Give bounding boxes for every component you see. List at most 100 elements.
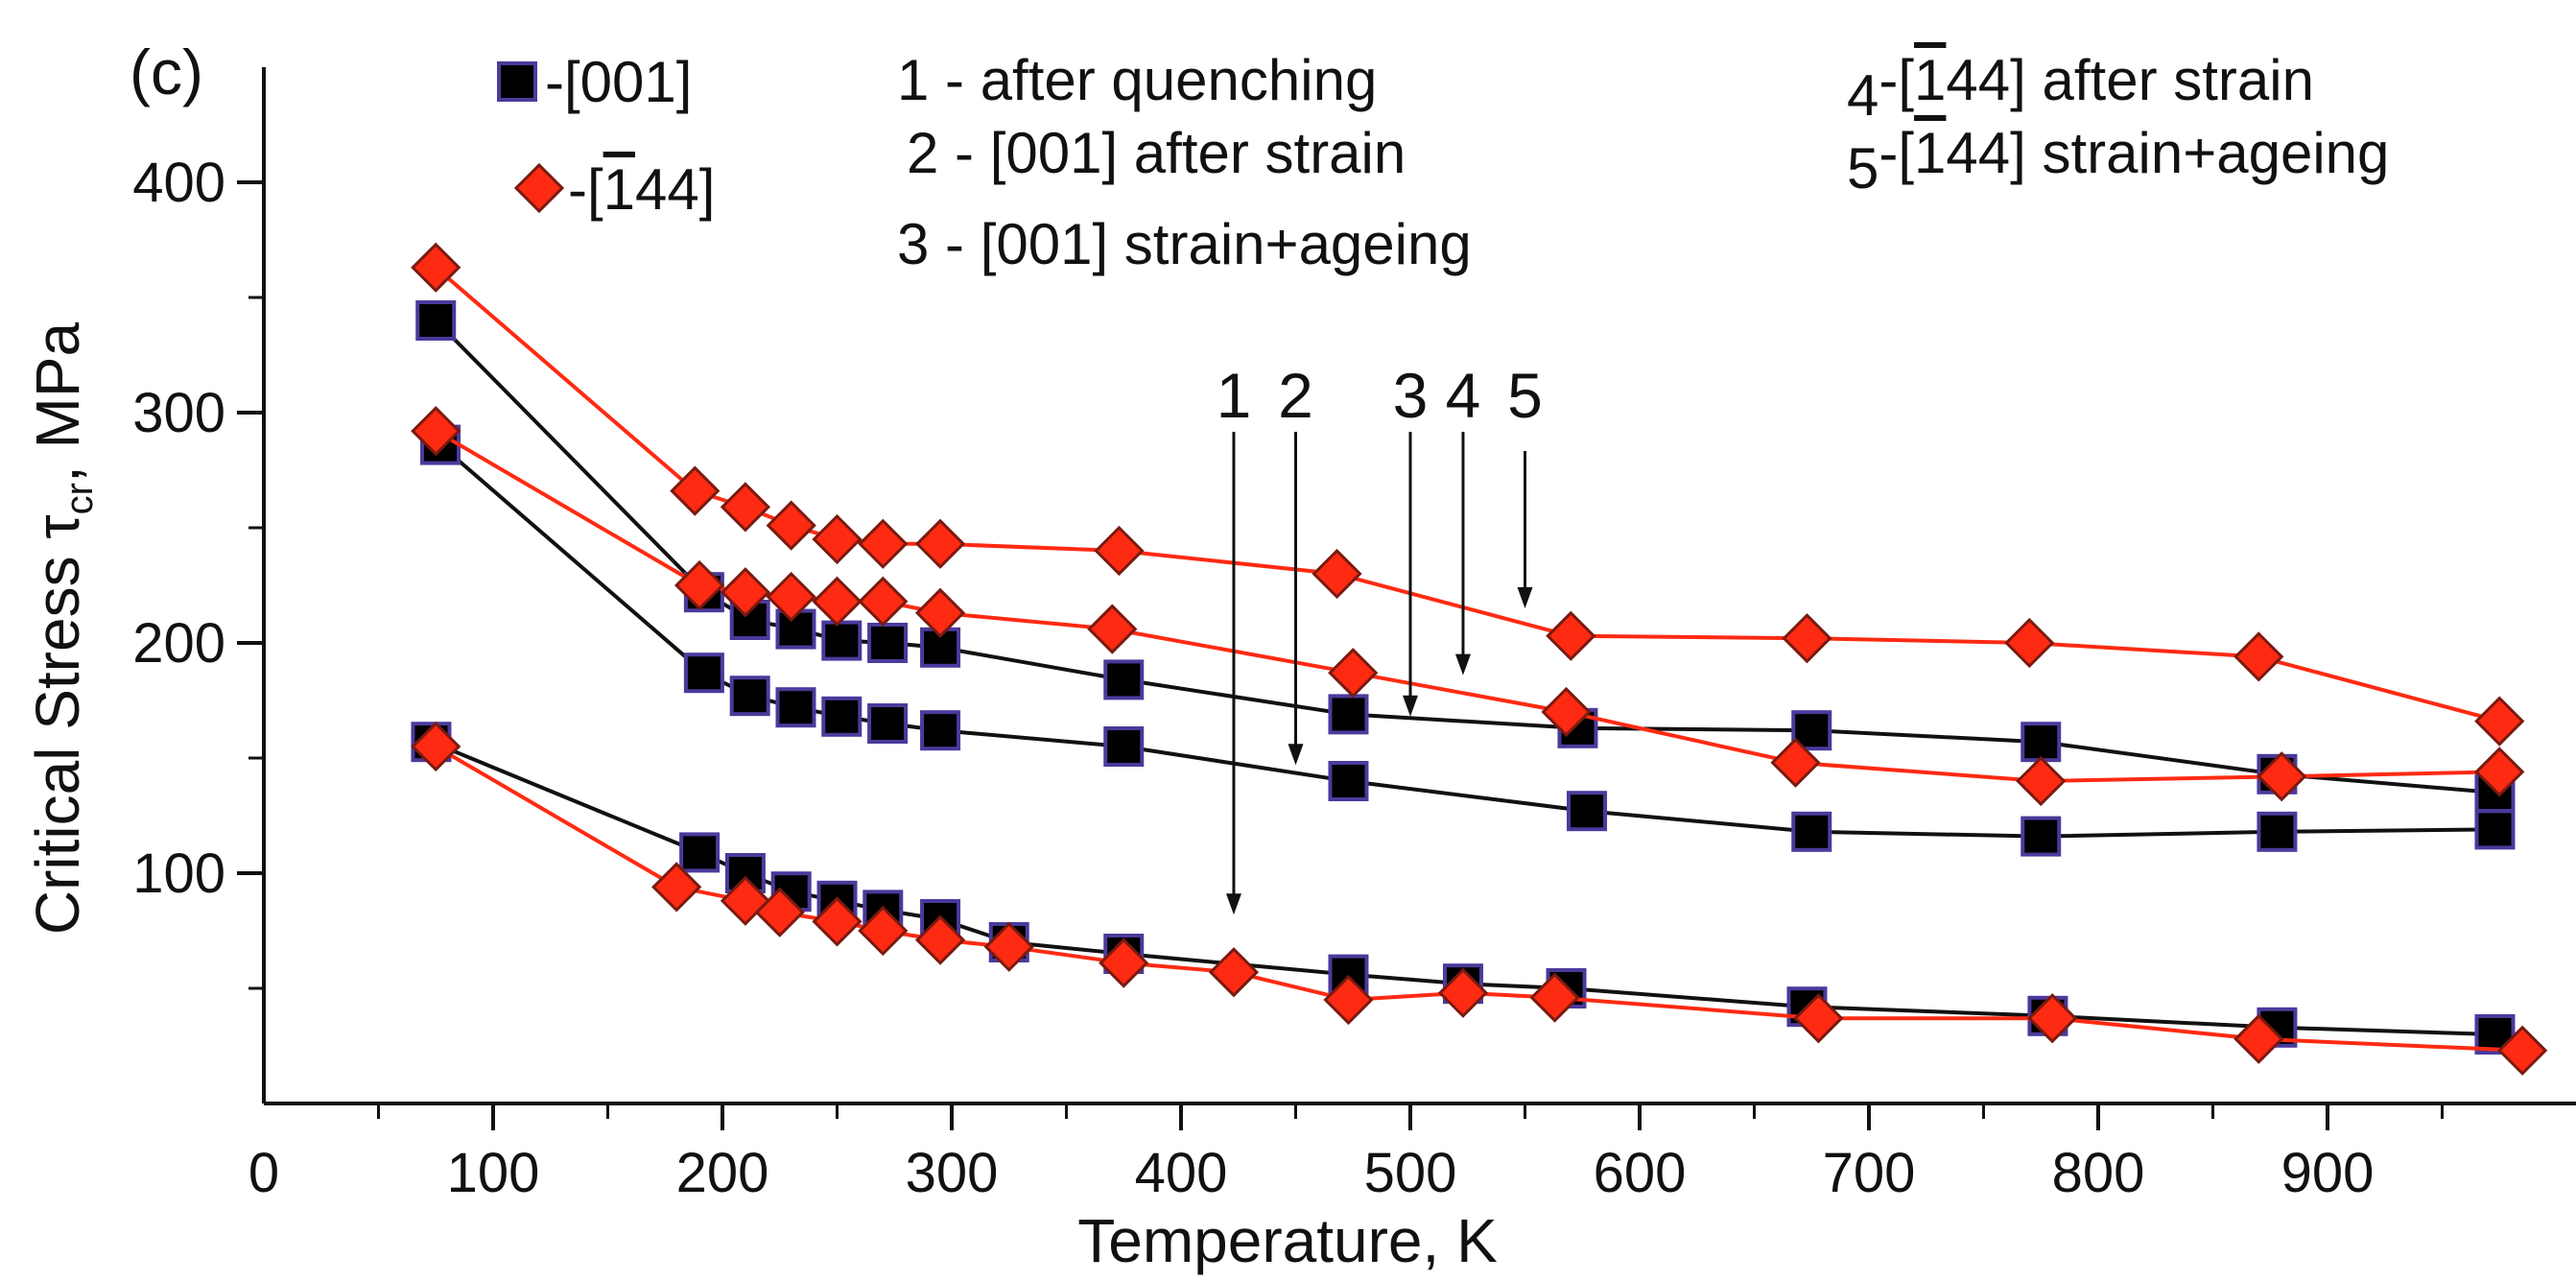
y-tick-label: 200 [132, 612, 225, 675]
arrow-label: 4 [1446, 360, 1481, 431]
note-5-bracket: -[ [1879, 121, 1914, 185]
x-ticks: 0 100 200 300 400 500 600 700 800 900 [248, 1103, 2444, 1204]
data-point-diamond [720, 482, 771, 533]
data-point-diamond [411, 406, 461, 457]
data-point-square [1791, 710, 1832, 751]
data-point-square [867, 623, 909, 663]
data-point-diamond [1094, 525, 1145, 577]
panel-label: (c) [130, 36, 203, 107]
data-point-square [683, 652, 724, 694]
axes: 0 100 200 300 400 500 600 700 800 900 10020030040… [132, 67, 2576, 1204]
x-tick-label: 200 [676, 1142, 769, 1204]
y-axis-title-main: Critical Stress τ [23, 514, 92, 935]
arrow-head [1403, 695, 1418, 717]
note-5-rest: 44] strain+ageing [1946, 121, 2389, 185]
data-point-diamond [411, 242, 461, 293]
data-point-square [867, 703, 909, 744]
arrow-4: 4 [1446, 360, 1481, 676]
legend-label-144-prefix: -[ [568, 157, 603, 222]
legend-marker-001 [497, 61, 537, 102]
data-point-diamond [1328, 648, 1379, 699]
x-tick-label: 300 [906, 1142, 999, 1204]
note-5: 5-[144] strain+ageing [1847, 121, 2389, 201]
data-point-diamond [2233, 631, 2284, 682]
arrow-head [1288, 744, 1304, 766]
series-2-[001] [420, 424, 2516, 857]
x-tick-label: 100 [447, 1142, 540, 1204]
data-point-diamond [1099, 937, 1149, 988]
data-point-square [2474, 1014, 2516, 1055]
arrow-label: 5 [1507, 360, 1543, 431]
notes: 1 - after quenching 2 - [001] after stra… [897, 48, 2389, 276]
x-tick-label: 500 [1364, 1142, 1457, 1204]
data-point-square [920, 710, 961, 751]
data-point-square [1567, 791, 1608, 832]
data-point-diamond [670, 465, 721, 516]
data-point-diamond [2016, 755, 2067, 807]
series-1-[144] [411, 721, 2548, 1076]
arrow-1: 1 [1217, 360, 1252, 915]
note-2: 2 - [001] after strain [907, 121, 1406, 185]
data-point-square [415, 300, 457, 341]
data-point-diamond [1793, 993, 1844, 1044]
series-4-[144] [411, 406, 2525, 807]
data-point-square [1103, 659, 1145, 700]
legend: -[001] -[144] [497, 50, 715, 222]
data-point-diamond [754, 887, 805, 937]
x-tick-label: 700 [1823, 1142, 1916, 1204]
y-tick-label: 300 [132, 382, 225, 444]
data-point-diamond [983, 921, 1034, 972]
arrow-label: 2 [1278, 360, 1313, 431]
y-axis-title: Critical Stress τcr, MPa [23, 321, 101, 935]
arrow-head [1225, 893, 1241, 915]
data-point-square [2021, 816, 2062, 857]
data-point-diamond [674, 559, 725, 611]
data-point-diamond [1770, 737, 1821, 788]
data-point-diamond [2257, 751, 2307, 802]
x-axis-title: Temperature, K [1077, 1206, 1498, 1275]
data-point-diamond [858, 905, 909, 957]
note-4-bar-digit: 1 [1914, 48, 1946, 112]
y-ticks: 100 200 300 400 [132, 152, 264, 990]
data-point-diamond [914, 914, 966, 965]
legend-marker-144 [513, 162, 565, 214]
data-point-square [679, 832, 721, 873]
arrow-5: 5 [1507, 360, 1543, 608]
data-point-diamond [2233, 1013, 2284, 1064]
arrow-2: 2 [1278, 360, 1313, 766]
data-point-diamond [812, 513, 863, 565]
data-point-square [2474, 809, 2516, 850]
data-point-diamond [1208, 947, 1260, 998]
note-5-number: 5 [1847, 136, 1879, 201]
series-layer [411, 242, 2548, 1076]
arrow-label: 1 [1217, 360, 1252, 431]
data-point-square [1103, 726, 1145, 767]
series-5-[144] [411, 242, 2525, 747]
series-line [430, 740, 2495, 1036]
note-4: 4-[144] after strain [1847, 48, 2314, 128]
y-tick-label: 400 [132, 152, 225, 214]
data-point-diamond [858, 576, 909, 627]
data-point-square [775, 687, 816, 728]
data-point-diamond [1546, 610, 1596, 661]
x-tick-label: 600 [1594, 1142, 1687, 1204]
data-point-square [1328, 694, 1369, 735]
data-point-diamond [914, 518, 966, 569]
data-point-diamond [766, 571, 816, 623]
data-point-diamond [914, 587, 966, 638]
data-point-diamond [1529, 972, 1580, 1023]
data-point-diamond [1541, 686, 1592, 738]
data-point-diamond [2004, 617, 2055, 669]
legend-label-144: -[144] [568, 157, 715, 222]
data-point-square [1791, 811, 1832, 852]
legend-label-144-bar-digit: 1 [603, 157, 635, 222]
data-point-diamond [1312, 548, 1362, 600]
note-4-number: 4 [1847, 63, 1879, 128]
data-point-diamond [858, 518, 909, 569]
note-4-bracket: -[ [1879, 48, 1914, 112]
data-point-diamond [2474, 696, 2525, 747]
arrow-label: 3 [1393, 360, 1429, 431]
data-point-square [821, 696, 863, 737]
y-tick-label: 100 [132, 842, 225, 905]
data-point-diamond [2497, 1025, 2548, 1076]
